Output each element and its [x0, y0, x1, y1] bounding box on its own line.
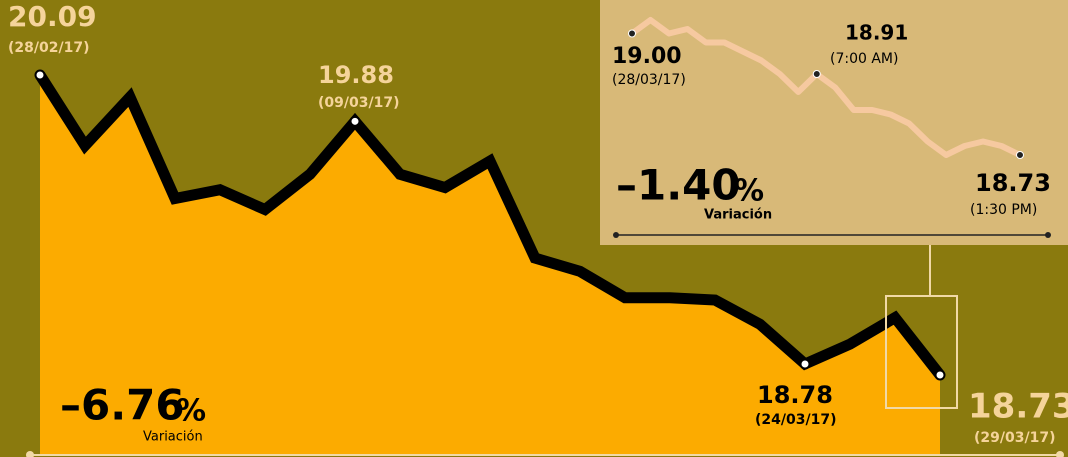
- variation-value: –6.76: [60, 381, 185, 430]
- highlight-box: [885, 295, 958, 409]
- variation-unit: %: [734, 174, 764, 209]
- date-label: (7:00 AM): [830, 51, 898, 67]
- inset-axis-dot: [613, 232, 619, 238]
- date-label: (09/03/17): [318, 95, 399, 111]
- date-label: (28/02/17): [8, 40, 89, 56]
- value-label: 18.91: [845, 21, 908, 45]
- date-label: (29/03/17): [974, 430, 1055, 446]
- line: [630, 17, 1022, 158]
- point: [799, 358, 811, 370]
- date-label: (24/03/17): [755, 412, 836, 428]
- value-label: 19.00: [612, 44, 682, 69]
- line: [35, 72, 945, 379]
- value-label: 18.78: [757, 381, 833, 409]
- value-label: 19.88: [318, 61, 394, 89]
- inset-panel: [600, 0, 1068, 245]
- value-label: 18.73: [968, 387, 1068, 427]
- date-label: (28/03/17): [612, 72, 686, 88]
- inset-axis-dot: [1045, 232, 1051, 238]
- point: [628, 29, 636, 38]
- point: [934, 369, 946, 381]
- variation-label: Variación: [704, 208, 772, 223]
- inset-chart: [628, 17, 1024, 159]
- variation-value: –1.40: [616, 161, 741, 210]
- point: [1016, 151, 1024, 159]
- variation-unit: %: [176, 394, 206, 429]
- value-label: 20.09: [8, 0, 97, 33]
- value-label: 18.73: [975, 169, 1051, 197]
- point: [349, 115, 361, 127]
- baseline-dot: [26, 451, 34, 457]
- area: [40, 75, 940, 455]
- point: [812, 70, 821, 78]
- main-chart: [34, 69, 946, 455]
- variation-label: Variación: [143, 430, 203, 445]
- date-label: (1:30 PM): [970, 202, 1037, 218]
- baseline-dot: [1056, 451, 1064, 457]
- point: [34, 69, 46, 81]
